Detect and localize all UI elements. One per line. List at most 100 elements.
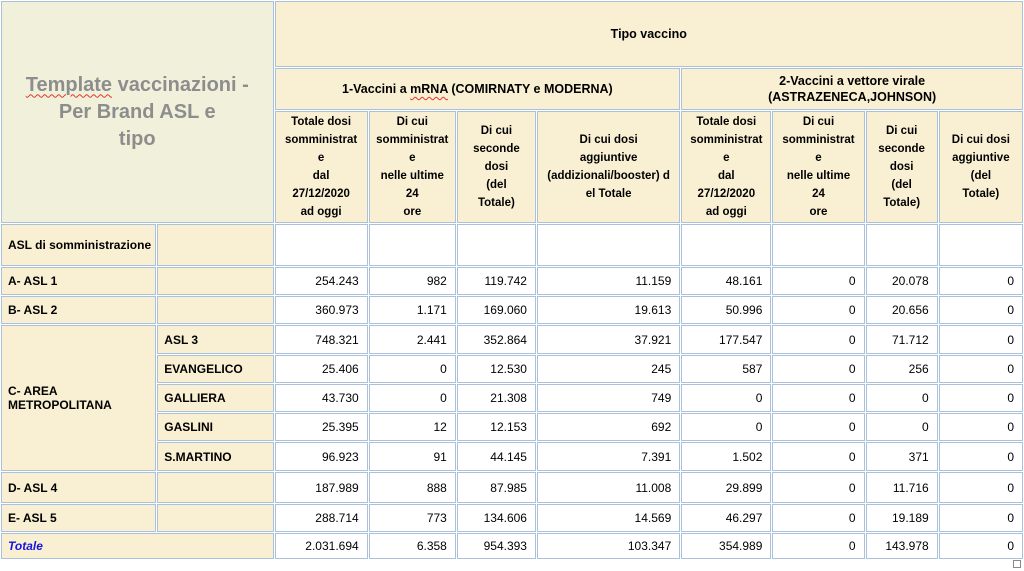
data-cell-gaslini-col2[interactable]: 12 (368, 413, 456, 441)
data-cell-asl-4-col8[interactable]: 0 (938, 472, 1023, 503)
data-cell-s-martino-col8[interactable]: 0 (938, 442, 1023, 471)
data-cell-evangelico-col4[interactable]: 245 (536, 355, 681, 383)
data-cell-evangelico-col5[interactable]: 587 (681, 355, 772, 383)
column-header-2[interactable]: Di cui somministrat e nelle ultime 24 or… (368, 111, 456, 223)
column-header-1[interactable]: Totale dosi somministrat e dal 27/12/202… (274, 111, 368, 223)
data-cell-asl-1-col2[interactable]: 982 (368, 267, 456, 295)
data-cell-galliera-col2[interactable]: 0 (368, 384, 456, 412)
row-sublabel-asl-4[interactable] (157, 472, 274, 503)
data-cell-gaslini-col8[interactable]: 0 (938, 413, 1023, 441)
row-sublabel-evangelico[interactable]: EVANGELICO (157, 355, 274, 383)
data-cell-gaslini-col3[interactable]: 12.153 (456, 413, 536, 441)
column-header-3[interactable]: Di cui seconde dosi (del Totale) (456, 111, 536, 223)
data-cell-area-metropolitana-asl-3-col3[interactable]: 352.864 (456, 325, 536, 354)
data-cell-totale-col2[interactable]: 6.358 (368, 533, 456, 559)
data-cell-asl-5-col8[interactable]: 0 (938, 504, 1023, 532)
data-cell-totale-col4[interactable]: 103.347 (536, 533, 681, 559)
data-cell-asl-4-col5[interactable]: 29.899 (681, 472, 772, 503)
row-sublabel-asl-somministrazione[interactable] (157, 224, 274, 266)
data-cell-s-martino-col7[interactable]: 371 (865, 442, 938, 471)
data-cell-asl-2-col2[interactable]: 1.171 (368, 296, 456, 324)
data-cell-evangelico-col3[interactable]: 12.530 (456, 355, 536, 383)
data-cell-asl-1-col3[interactable]: 119.742 (456, 267, 536, 295)
data-cell-asl-5-col2[interactable]: 773 (368, 504, 456, 532)
row-label-asl-1[interactable]: A- ASL 1 (1, 267, 157, 295)
group1-header[interactable]: 1-Vaccini a mRNA (COMIRNATY e MODERNA) (274, 68, 681, 110)
data-cell-asl-somministrazione-col7[interactable] (865, 224, 938, 266)
data-cell-asl-5-col1[interactable]: 288.714 (274, 504, 368, 532)
data-cell-totale-col5[interactable]: 354.989 (681, 533, 772, 559)
data-cell-asl-somministrazione-col8[interactable] (938, 224, 1023, 266)
data-cell-asl-somministrazione-col4[interactable] (536, 224, 681, 266)
data-cell-asl-1-col6[interactable]: 0 (772, 267, 865, 295)
data-cell-asl-1-col1[interactable]: 254.243 (274, 267, 368, 295)
data-cell-area-metropolitana-asl-3-col7[interactable]: 71.712 (865, 325, 938, 354)
data-cell-gaslini-col6[interactable]: 0 (772, 413, 865, 441)
data-cell-evangelico-col7[interactable]: 256 (865, 355, 938, 383)
group2-header[interactable]: 2-Vaccini a vettore virale (ASTRAZENECA,… (681, 68, 1023, 110)
row-sublabel-asl-5[interactable] (157, 504, 274, 532)
data-cell-asl-2-col1[interactable]: 360.973 (274, 296, 368, 324)
data-cell-gaslini-col4[interactable]: 692 (536, 413, 681, 441)
data-cell-galliera-col1[interactable]: 43.730 (274, 384, 368, 412)
data-cell-galliera-col3[interactable]: 21.308 (456, 384, 536, 412)
data-cell-totale-col8[interactable]: 0 (938, 533, 1023, 559)
data-cell-area-metropolitana-asl-3-col5[interactable]: 177.547 (681, 325, 772, 354)
data-cell-asl-somministrazione-col6[interactable] (772, 224, 865, 266)
data-cell-asl-2-col4[interactable]: 19.613 (536, 296, 681, 324)
data-cell-galliera-col7[interactable]: 0 (865, 384, 938, 412)
row-label-area-metropolitana-asl-3[interactable]: C- AREA METROPOLITANA (1, 325, 157, 471)
data-cell-s-martino-col5[interactable]: 1.502 (681, 442, 772, 471)
data-cell-evangelico-col8[interactable]: 0 (938, 355, 1023, 383)
data-cell-asl-2-col7[interactable]: 20.656 (865, 296, 938, 324)
data-cell-evangelico-col2[interactable]: 0 (368, 355, 456, 383)
data-cell-asl-4-col4[interactable]: 11.008 (536, 472, 681, 503)
data-cell-s-martino-col1[interactable]: 96.923 (274, 442, 368, 471)
data-cell-s-martino-col4[interactable]: 7.391 (536, 442, 681, 471)
data-cell-evangelico-col1[interactable]: 25.406 (274, 355, 368, 383)
row-label-asl-2[interactable]: B- ASL 2 (1, 296, 157, 324)
row-sublabel-galliera[interactable]: GALLIERA (157, 384, 274, 412)
data-cell-asl-1-col4[interactable]: 11.159 (536, 267, 681, 295)
data-cell-s-martino-col6[interactable]: 0 (772, 442, 865, 471)
row-sublabel-s-martino[interactable]: S.MARTINO (157, 442, 274, 471)
column-header-7[interactable]: Di cui seconde dosi (del Totale) (865, 111, 938, 223)
column-header-6[interactable]: Di cui somministrat e nelle ultime 24 or… (772, 111, 865, 223)
data-cell-asl-1-col7[interactable]: 20.078 (865, 267, 938, 295)
data-cell-area-metropolitana-asl-3-col6[interactable]: 0 (772, 325, 865, 354)
data-cell-asl-4-col7[interactable]: 11.716 (865, 472, 938, 503)
data-cell-s-martino-col3[interactable]: 44.145 (456, 442, 536, 471)
row-sublabel-area-metropolitana-asl-3[interactable]: ASL 3 (157, 325, 274, 354)
data-cell-asl-somministrazione-col3[interactable] (456, 224, 536, 266)
data-cell-asl-somministrazione-col1[interactable] (274, 224, 368, 266)
row-sublabel-asl-1[interactable] (157, 267, 274, 295)
data-cell-gaslini-col5[interactable]: 0 (681, 413, 772, 441)
row-sublabel-asl-2[interactable] (157, 296, 274, 324)
data-cell-galliera-col5[interactable]: 0 (681, 384, 772, 412)
data-cell-asl-5-col3[interactable]: 134.606 (456, 504, 536, 532)
resize-handle[interactable] (1013, 560, 1021, 568)
data-cell-gaslini-col7[interactable]: 0 (865, 413, 938, 441)
data-cell-gaslini-col1[interactable]: 25.395 (274, 413, 368, 441)
data-cell-asl-somministrazione-col5[interactable] (681, 224, 772, 266)
data-cell-asl-2-col3[interactable]: 169.060 (456, 296, 536, 324)
row-label-asl-5[interactable]: E- ASL 5 (1, 504, 157, 532)
data-cell-asl-5-col4[interactable]: 14.569 (536, 504, 681, 532)
data-cell-totale-col6[interactable]: 0 (772, 533, 865, 559)
data-cell-totale-col1[interactable]: 2.031.694 (274, 533, 368, 559)
data-cell-evangelico-col6[interactable]: 0 (772, 355, 865, 383)
data-cell-asl-1-col8[interactable]: 0 (938, 267, 1023, 295)
data-cell-asl-4-col3[interactable]: 87.985 (456, 472, 536, 503)
data-cell-asl-4-col6[interactable]: 0 (772, 472, 865, 503)
data-cell-asl-4-col1[interactable]: 187.989 (274, 472, 368, 503)
data-cell-asl-2-col8[interactable]: 0 (938, 296, 1023, 324)
data-cell-galliera-col8[interactable]: 0 (938, 384, 1023, 412)
data-cell-area-metropolitana-asl-3-col8[interactable]: 0 (938, 325, 1023, 354)
data-cell-area-metropolitana-asl-3-col2[interactable]: 2.441 (368, 325, 456, 354)
column-header-4[interactable]: Di cui dosi aggiuntive (addizionali/boos… (536, 111, 681, 223)
row-label-asl-4[interactable]: D- ASL 4 (1, 472, 157, 503)
data-cell-galliera-col4[interactable]: 749 (536, 384, 681, 412)
data-cell-totale-col3[interactable]: 954.393 (456, 533, 536, 559)
tipo-vaccino-header[interactable]: Tipo vaccino (274, 1, 1023, 67)
data-cell-asl-somministrazione-col2[interactable] (368, 224, 456, 266)
